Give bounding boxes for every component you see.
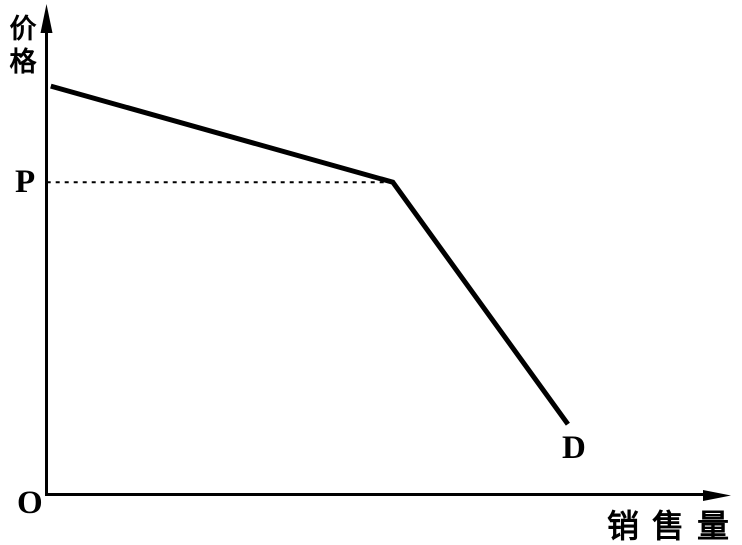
origin-label: O [17,485,43,521]
x-axis-label: 销售量 [607,508,742,544]
y-axis-arrowhead [40,4,53,33]
demand-curve [50,83,570,426]
demand-curve-label: D [562,430,586,466]
y-axis-label: 价格 [9,14,37,77]
price-level-label: P [15,164,36,200]
x-axis-arrowhead [703,490,731,501]
